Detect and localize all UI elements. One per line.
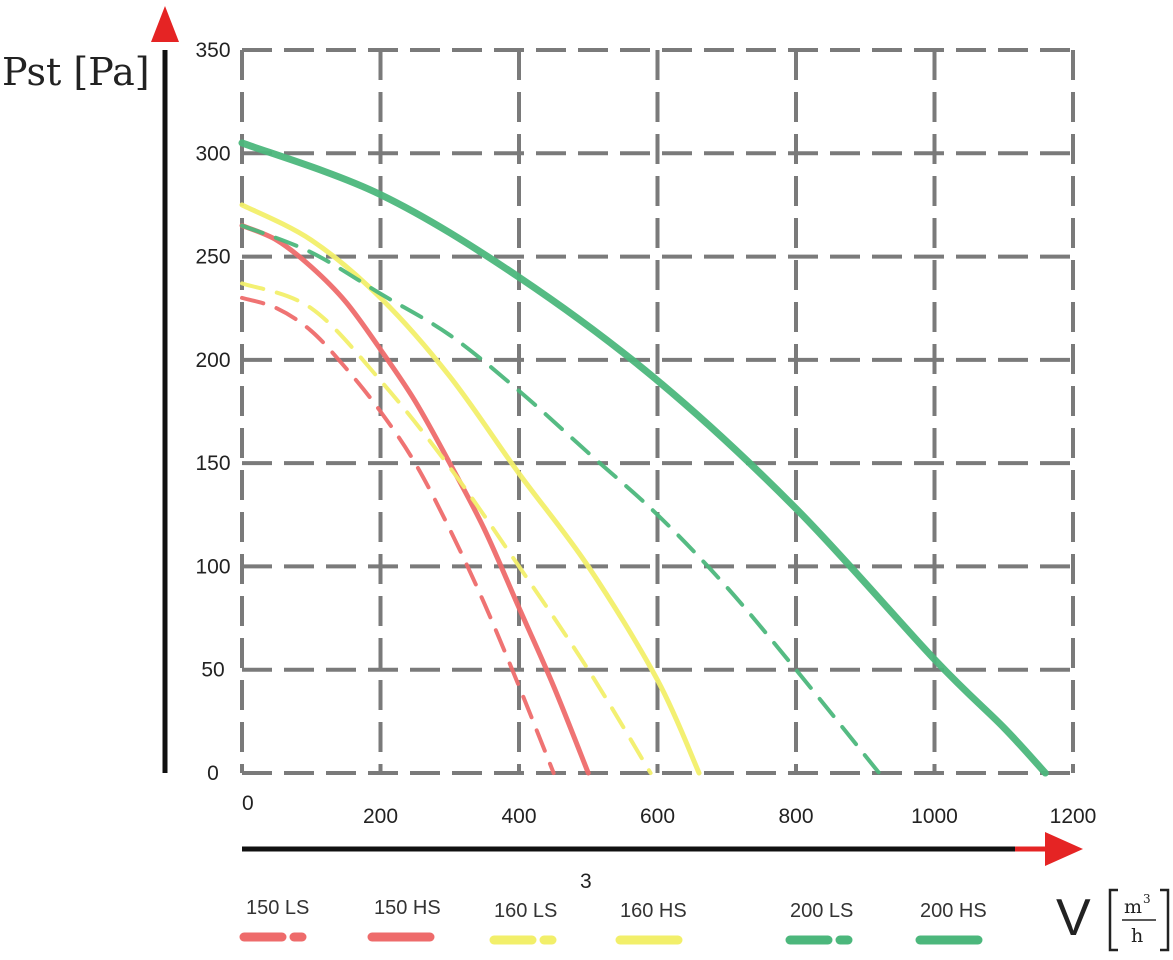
grid — [240, 48, 1075, 775]
series-line-160-ls — [240, 281, 653, 775]
y-tick-label: 0 — [207, 762, 219, 785]
x-tick-label: 0 — [242, 792, 254, 815]
x-tick-label: 1200 — [1050, 805, 1097, 828]
legend-label: 160 HS — [620, 900, 687, 922]
x-tick-label: 200 — [363, 805, 398, 828]
y-tick-label: 100 — [195, 555, 230, 578]
unit-bracket-left — [1108, 888, 1118, 952]
x-tick-label: 600 — [640, 805, 675, 828]
legend-label: 160 LS — [494, 900, 557, 922]
series-lines — [238, 139, 1049, 777]
legend-label: 200 HS — [920, 900, 987, 922]
x-axis-label: V — [1056, 889, 1091, 947]
x-tick-labels: 0 200 400 600 800 1000 1200 — [242, 792, 1096, 828]
legend-label: 150 HS — [374, 897, 441, 919]
y-axis-label: Pst [Pa] — [2, 50, 150, 94]
unit-bracket-right — [1160, 888, 1170, 952]
legend-label: 150 LS — [246, 897, 309, 919]
stray-label: 3 — [580, 870, 592, 893]
x-tick-label: 1000 — [911, 805, 958, 828]
y-tick-label: 50 — [201, 659, 224, 682]
legend: 150 LS 150 HS 160 LS 160 HS 200 LS 200 HS — [239, 897, 987, 945]
x-tick-label: 800 — [778, 805, 813, 828]
unit-denominator: h — [1131, 925, 1143, 947]
y-tick-label: 300 — [195, 142, 230, 165]
x-tick-label: 400 — [501, 805, 536, 828]
legend-label: 200 LS — [790, 900, 853, 922]
series-line-150-ls — [240, 295, 556, 775]
series-line-200-ls — [240, 223, 882, 775]
series-line-200-hs — [238, 139, 1049, 777]
unit-superscript: 3 — [1143, 892, 1151, 906]
y-tick-label: 350 — [195, 39, 230, 62]
y-tick-labels: 0 50 100 150 200 250 300 350 — [195, 39, 230, 785]
y-tick-label: 250 — [195, 246, 230, 269]
series-line-160-hs — [239, 202, 702, 776]
y-tick-label: 150 — [195, 452, 230, 475]
x-axis-arrow — [1045, 832, 1083, 866]
unit-numerator: m — [1124, 896, 1142, 918]
series-line-150-hs — [239, 223, 591, 776]
y-axis-arrow — [151, 6, 179, 42]
y-tick-label: 200 — [195, 349, 230, 372]
